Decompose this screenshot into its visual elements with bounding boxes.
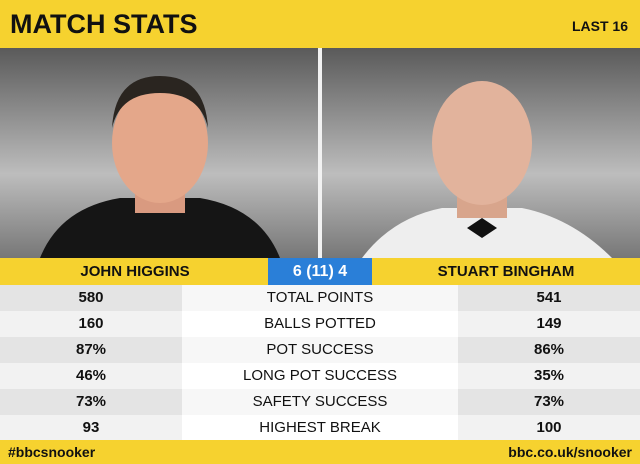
stat-left: 580 — [0, 285, 182, 311]
player-photo — [0, 48, 318, 258]
stat-right: 100 — [458, 415, 640, 441]
footer-bar — [0, 440, 640, 464]
stat-right: 86% — [458, 337, 640, 363]
stat-row: 87% POT SUCCESS 86% — [0, 337, 640, 363]
stat-row: 93 HIGHEST BREAK 100 — [0, 415, 640, 441]
stat-row: 580 TOTAL POINTS 541 — [0, 285, 640, 311]
stat-left: 160 — [0, 311, 182, 337]
hashtag: #bbcsnooker — [8, 444, 96, 460]
stat-left: 87% — [0, 337, 182, 363]
stat-left: 46% — [0, 363, 182, 389]
stat-right: 149 — [458, 311, 640, 337]
score: 6 (11) 4 — [268, 258, 372, 285]
stat-label: POT SUCCESS — [182, 337, 458, 363]
stat-row: 46% LONG POT SUCCESS 35% — [0, 363, 640, 389]
stat-label: HIGHEST BREAK — [182, 415, 458, 441]
round: LAST 16 — [571, 18, 628, 34]
stat-label: TOTAL POINTS — [182, 285, 458, 311]
website: bbc.co.uk/snooker — [508, 444, 632, 460]
stat-label: LONG POT SUCCESS — [182, 363, 458, 389]
stat-label: SAFETY SUCCESS — [182, 389, 458, 415]
stat-left: 73% — [0, 389, 182, 415]
title: MATCH STATS — [10, 9, 198, 39]
stat-right: 73% — [458, 389, 640, 415]
player-name: STUART BINGHAM — [437, 263, 575, 280]
stat-right: 35% — [458, 363, 640, 389]
stat-left: 93 — [0, 415, 182, 441]
player-photo — [322, 48, 640, 258]
stat-right: 541 — [458, 285, 640, 311]
stat-row: 160 BALLS POTTED 149 — [0, 311, 640, 337]
portrait — [362, 81, 612, 258]
stat-label: BALLS POTTED — [182, 311, 458, 337]
player-name: JOHN HIGGINS — [80, 263, 190, 280]
header-bar — [0, 0, 640, 48]
portrait — [40, 76, 280, 258]
stat-row: 73% SAFETY SUCCESS 73% — [0, 389, 640, 415]
